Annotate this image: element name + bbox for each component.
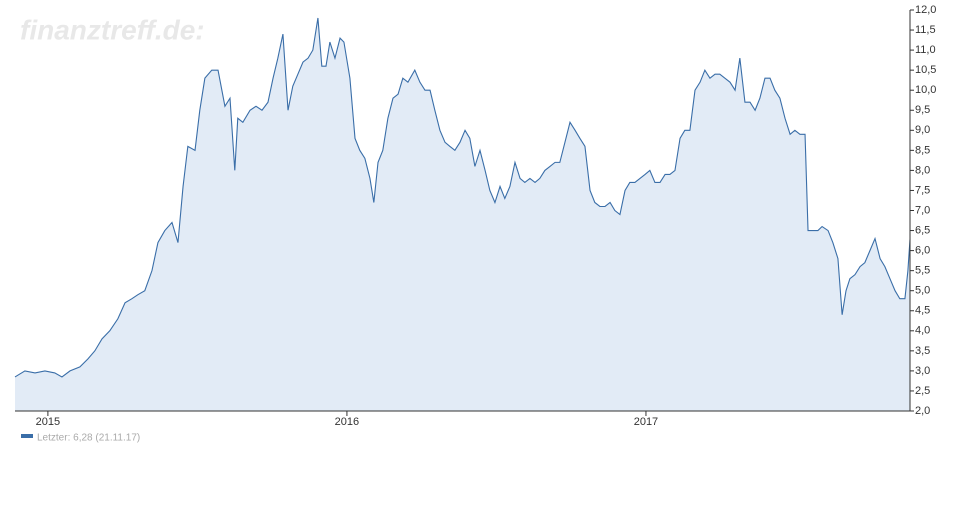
y-tick-label: 10,5: [915, 64, 936, 76]
y-tick-label: 7,5: [915, 184, 930, 196]
watermark: finanztreff.de:: [20, 14, 205, 45]
y-tick-label: 6,0: [915, 245, 930, 257]
line: [14, 17, 911, 378]
y-tick-label: 5,5: [915, 265, 930, 277]
y-tick-label: 11,0: [915, 44, 936, 56]
y-tick-label: 9,0: [915, 124, 930, 136]
y-tick-label: 3,5: [915, 345, 930, 357]
y-tick-label: 4,0: [915, 325, 930, 337]
x-tick-label: 2017: [634, 416, 658, 428]
y-tick-label: 3,0: [915, 365, 930, 377]
area: [15, 18, 910, 412]
y-tick-label: 4,5: [915, 305, 930, 317]
y-tick-label: 5,0: [915, 285, 930, 297]
y-tick-label: 9,5: [915, 104, 930, 116]
y-tick-label: 8,0: [915, 164, 930, 176]
y-tick-label: 2,0: [915, 405, 930, 417]
y-tick-label: 12,0: [915, 4, 936, 16]
y-tick-label: 6,5: [915, 224, 930, 236]
x-tick-label: 2016: [335, 416, 359, 428]
x-tick-label: 2015: [36, 416, 60, 428]
y-tick-label: 8,5: [915, 144, 930, 156]
legend-swatch: [21, 434, 33, 438]
y-tick-label: 2,5: [915, 385, 930, 397]
legend-label: Letzter: 6,28 (21.11.17): [37, 433, 140, 444]
y-tick-label: 10,0: [915, 84, 936, 96]
y-tick-label: 7,0: [915, 204, 930, 216]
y-tick-label: 11,5: [915, 24, 936, 36]
